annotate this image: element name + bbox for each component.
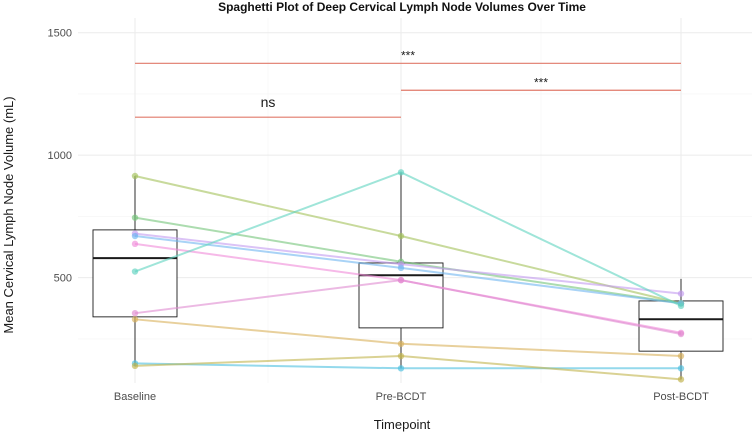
data-point — [131, 309, 139, 317]
x-tick-label: Baseline — [114, 391, 156, 403]
data-point — [397, 169, 405, 176]
data-point — [677, 365, 685, 372]
significance-label: *** — [534, 75, 548, 89]
significance-label: *** — [401, 48, 415, 62]
x-tick-label: Pre-BCDT — [376, 391, 427, 403]
data-point — [397, 264, 405, 272]
chart-title: Spaghetti Plot of Deep Cervical Lymph No… — [218, 0, 586, 14]
data-point — [677, 376, 685, 383]
data-point — [677, 290, 685, 297]
data-point — [131, 362, 139, 370]
data-point — [397, 365, 405, 372]
boxplots — [92, 172, 724, 380]
data-point — [397, 352, 405, 360]
x-axis-label: Timepoint — [374, 417, 431, 432]
y-tick-label: 500 — [54, 273, 72, 285]
axis-ticks: 500 1000 1500 Baseline Pre-BCDT Post-BCDT — [48, 28, 710, 403]
significance-brackets: *** *** ns — [135, 48, 681, 118]
y-axis-label: Mean Cervical Lymph Node Volume (mL) — [1, 96, 16, 333]
data-point — [131, 240, 139, 248]
series-lines — [131, 169, 685, 383]
y-tick-label: 1500 — [48, 28, 72, 40]
data-point — [397, 232, 405, 240]
data-point — [677, 330, 685, 338]
data-point — [131, 232, 139, 240]
data-point — [131, 214, 139, 221]
box-iqr — [358, 262, 444, 329]
data-point — [397, 276, 405, 284]
series-line — [134, 362, 681, 370]
data-point — [397, 340, 405, 348]
data-point — [677, 352, 685, 360]
data-point — [677, 302, 685, 310]
box-iqr — [638, 300, 724, 352]
x-tick-label: Post-BCDT — [653, 391, 709, 403]
y-tick-label: 1000 — [48, 150, 72, 162]
data-point — [131, 172, 139, 180]
data-point — [131, 316, 139, 323]
data-point — [131, 268, 139, 275]
significance-label: ns — [261, 94, 276, 110]
